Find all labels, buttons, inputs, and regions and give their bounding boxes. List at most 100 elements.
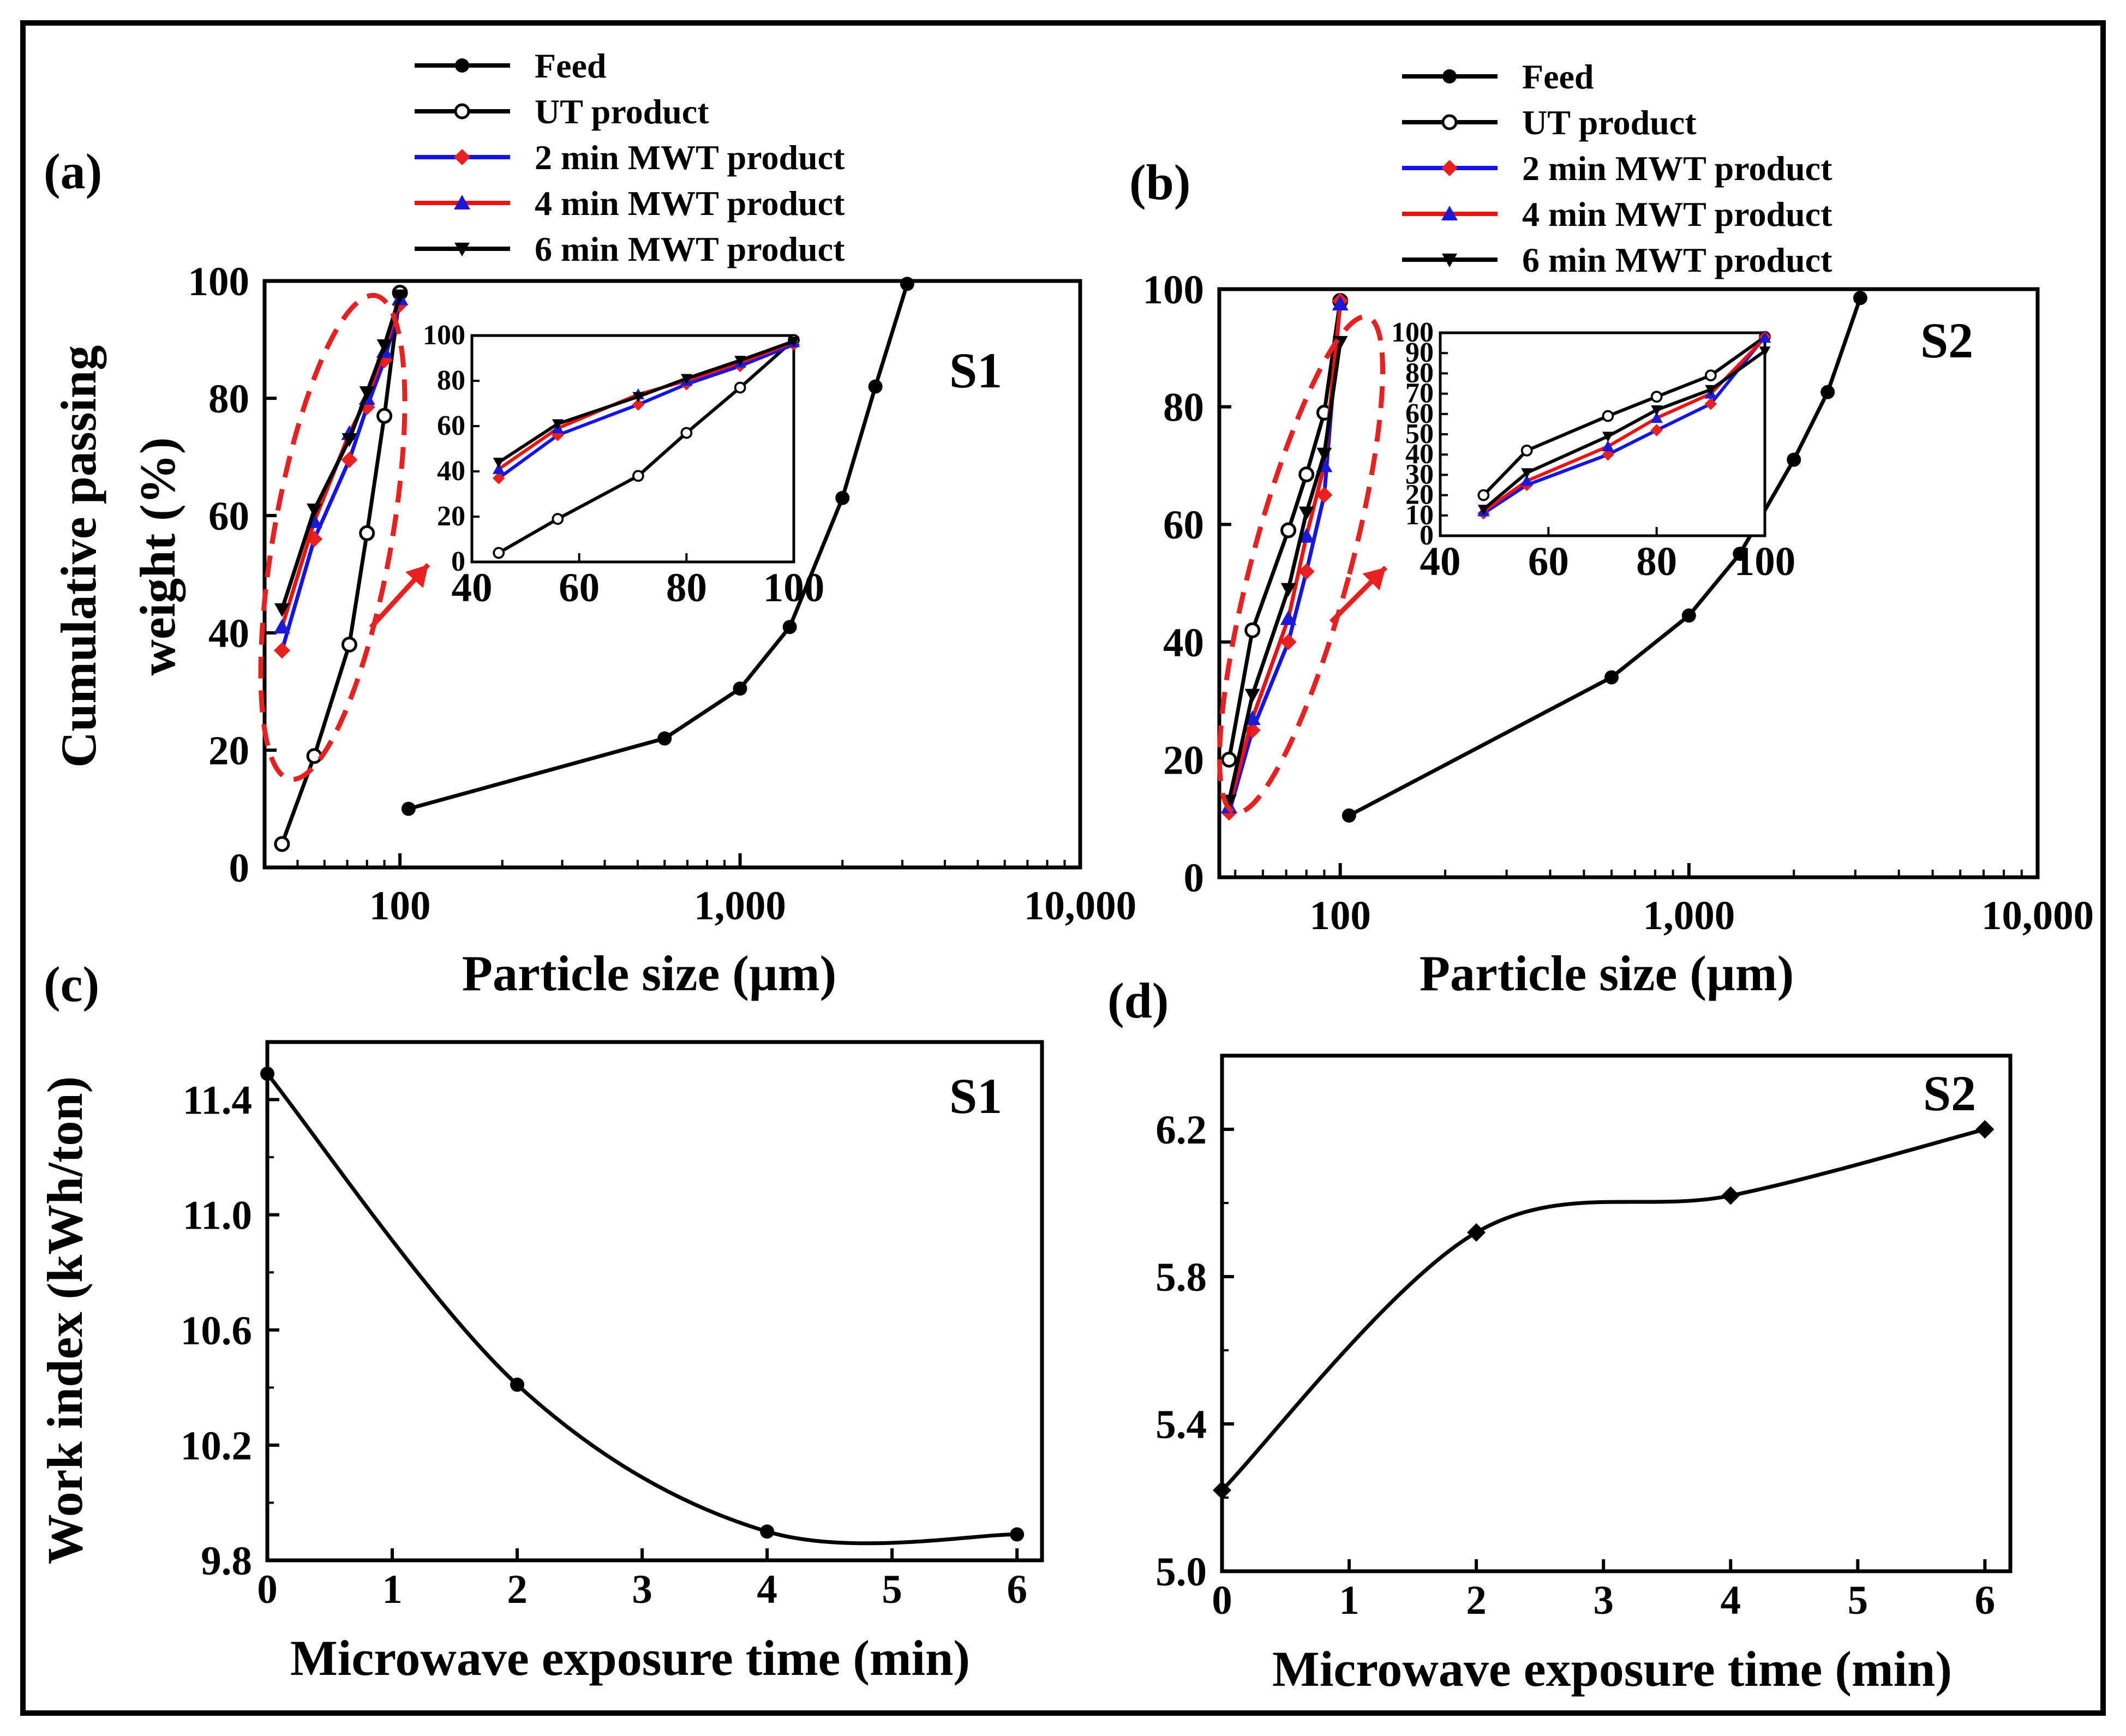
data-point — [359, 386, 375, 400]
data-point — [1721, 1186, 1740, 1205]
inset-y-tick-label: 40 — [437, 456, 465, 487]
x-tick-label: 10,000 — [1024, 883, 1136, 929]
inset-data-point — [632, 398, 645, 411]
x-tick-label: 1 — [1339, 1578, 1360, 1623]
inset-data-point — [493, 547, 505, 559]
inset-y-tick-label: 50 — [1405, 418, 1434, 450]
inset-data-point — [1759, 346, 1771, 357]
x-tick-label: 2 — [507, 1567, 528, 1612]
legend-marker-4 — [1442, 253, 1457, 267]
inset-y-tick-label: 60 — [437, 410, 465, 441]
inset-x-tick-label: 80 — [666, 565, 707, 610]
inset-data-point — [1520, 444, 1533, 457]
data-point — [1316, 487, 1333, 504]
highlight-arrowhead — [1362, 567, 1386, 591]
inset-data-point — [552, 419, 564, 430]
y-tick-label: 5.4 — [1155, 1402, 1207, 1447]
inset-data-point — [1477, 489, 1490, 501]
legend-marker-1 — [1441, 114, 1458, 130]
x-tick-label: 100 — [1309, 893, 1371, 938]
y-tick-label: 0 — [229, 846, 250, 891]
legend-label-3: 4 min MWT product — [535, 184, 845, 223]
data-point — [260, 1067, 274, 1081]
inset-data-point — [493, 458, 505, 468]
x-axis-title-d: Microwave exposure time (min) — [1272, 1641, 1952, 1697]
inset-data-point — [1602, 440, 1614, 452]
plot-frame — [1220, 1053, 2013, 1573]
inset-data-point — [632, 470, 644, 482]
y-tick-label: 60 — [1163, 502, 1204, 548]
inset-data-point — [1650, 391, 1663, 403]
x-tick-label: 5 — [1848, 1578, 1869, 1623]
legend-a: Feed UT product 2 min MWT product 4 min MWT… — [415, 46, 845, 268]
panel-label-a: (a) — [44, 143, 102, 199]
data-point — [1733, 547, 1747, 561]
inset-data-point — [632, 392, 644, 403]
sample-label-b: S2 — [1920, 313, 1973, 368]
x-tick-label: 2 — [1466, 1578, 1487, 1623]
legend-label-2: 2 min MWT product — [1522, 149, 1832, 188]
inset-data-point — [1704, 397, 1717, 410]
inset-series-line-4 — [1482, 350, 1766, 511]
y-tick-label: 5.8 — [1155, 1255, 1207, 1300]
data-point — [1298, 506, 1314, 520]
legend-label-1: UT product — [1522, 103, 1697, 142]
series-line-1 — [1227, 301, 1343, 761]
data-point — [1280, 583, 1296, 597]
y-axis-title-a-line1: Cumulative passing — [51, 345, 106, 768]
plot-frame — [262, 279, 1082, 870]
inset-x-tick-label: 60 — [559, 565, 600, 610]
data-point — [342, 433, 357, 447]
inset-data-point — [788, 336, 800, 347]
plot-frame — [1217, 287, 2040, 879]
data-point — [1298, 528, 1315, 543]
inset-y-tick-label: 40 — [1405, 439, 1434, 470]
data-point — [359, 525, 375, 541]
highlight-ellipse — [258, 292, 408, 782]
inset-data-point — [1521, 468, 1533, 479]
inset-data-point — [734, 356, 746, 367]
inset-x-tick-label: 100 — [763, 565, 825, 610]
chart-d: 5.0 5.4 5.8 6.2 0 1 2 3 4 5 6 — [1155, 1053, 2013, 1623]
inset-data-point — [1520, 475, 1533, 486]
series-curve — [266, 1072, 1017, 1546]
sample-label-a: S1 — [949, 343, 1002, 398]
inset-y-tick-label: 30 — [1405, 459, 1434, 490]
data-point — [341, 451, 358, 468]
data-point — [306, 748, 322, 764]
data-point — [1342, 808, 1356, 823]
inset-y-tick-label: 80 — [1405, 357, 1434, 388]
inset-data-point — [1602, 410, 1614, 422]
y-tick-label: 11.0 — [183, 1193, 252, 1238]
data-point — [1820, 385, 1835, 399]
y-tick-label: 80 — [1163, 385, 1204, 430]
data-point — [1280, 522, 1297, 538]
y-tick-label: 40 — [1163, 620, 1204, 666]
legend-marker-4 — [454, 242, 470, 256]
highlight-ellipse — [1217, 314, 1386, 816]
data-point — [1332, 295, 1349, 310]
data-point — [1298, 563, 1315, 580]
inset-data-point — [552, 513, 564, 525]
y-tick-label: 100 — [1143, 267, 1205, 313]
legend-label-0: Feed — [535, 46, 607, 85]
inset-y-tick-label: 20 — [437, 501, 465, 532]
y-tick-label: 10.6 — [181, 1308, 252, 1354]
x-tick-label: 5 — [882, 1567, 902, 1612]
inset-series-line-1 — [1482, 335, 1766, 496]
x-tick-label: 4 — [757, 1567, 777, 1612]
series-line-4 — [1227, 342, 1343, 801]
x-tick-label: 100 — [369, 883, 431, 929]
inset-y-tick-label: 100 — [423, 320, 465, 351]
data-point — [1853, 291, 1867, 306]
inset-data-point — [1758, 332, 1771, 343]
inset-data-point — [680, 374, 692, 385]
chart-c: 9.8 10.2 10.6 11.0 11.4 0 1 2 3 4 5 6 — [181, 1040, 1044, 1612]
x-tick-label: 1,000 — [1643, 893, 1735, 938]
data-point — [1298, 466, 1315, 483]
legend-marker-1 — [454, 103, 470, 119]
y-tick-label: 6.2 — [1155, 1108, 1207, 1153]
inset-data-point — [1650, 424, 1663, 436]
inset-y-tick-label: 80 — [437, 365, 465, 396]
x-tick-label: 1 — [382, 1567, 403, 1612]
